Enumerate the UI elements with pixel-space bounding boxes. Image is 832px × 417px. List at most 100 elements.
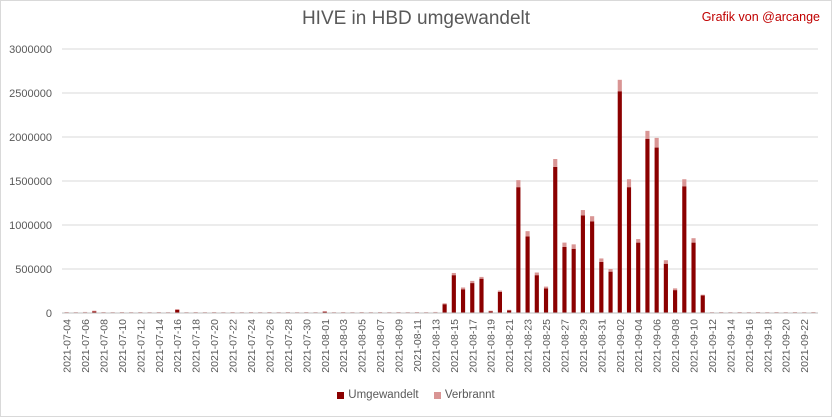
bar-verbrannt (129, 312, 134, 313)
bar-verbrannt (138, 312, 143, 313)
y-tick-label: 2000000 (9, 132, 52, 144)
bar-verbrannt (451, 272, 456, 276)
bar-verbrannt (580, 210, 585, 216)
bar-verbrannt (221, 312, 226, 313)
bar-verbrannt (636, 239, 641, 243)
bar-umgewandelt (525, 236, 530, 313)
bar-verbrannt (433, 311, 438, 313)
bar-verbrannt (599, 258, 604, 262)
bar-verbrannt (553, 159, 558, 167)
bar-verbrannt (184, 312, 189, 313)
bar-verbrannt (424, 312, 429, 313)
x-tick-label: 2021-07-16 (172, 319, 184, 373)
y-tick-label: 1500000 (9, 176, 52, 188)
legend: Umgewandelt Verbrannt (0, 389, 832, 402)
gridlines (62, 48, 818, 270)
bar-umgewandelt (626, 187, 632, 313)
legend-swatch-verbrannt (433, 391, 441, 399)
x-tick-label: 2021-08-05 (357, 319, 369, 373)
bar-verbrannt (368, 312, 373, 313)
x-tick-label: 2021-08-07 (375, 319, 387, 373)
x-tick-label: 2021-09-04 (633, 319, 645, 373)
bar-verbrannt (73, 312, 78, 313)
bar-verbrannt (276, 312, 281, 313)
bar-verbrannt (811, 312, 816, 313)
x-tick-label: 2021-08-03 (338, 319, 350, 373)
x-tick-label: 2021-08-21 (504, 319, 516, 373)
y-tick-label: 1000000 (9, 220, 52, 232)
bar-verbrannt (396, 312, 401, 313)
legend-label-umgewandelt: Umgewandelt (348, 389, 419, 401)
x-tick-label: 2021-09-14 (725, 319, 737, 373)
x-axis-ticks: 2021-07-04 2021-07-06 2021-07-08 2021-07-10… (62, 319, 812, 373)
bar-verbrannt (746, 312, 751, 313)
x-tick-label: 2021-07-22 (228, 319, 240, 373)
bar-umgewandelt (553, 166, 558, 313)
bar-verbrannt (350, 312, 355, 313)
bar-verbrannt (202, 312, 207, 313)
bar-umgewandelt (654, 147, 659, 313)
legend-item-umgewandelt: Umgewandelt (337, 389, 419, 401)
bar-verbrannt (719, 312, 724, 313)
bar-verbrannt (92, 310, 97, 312)
bar-verbrannt (110, 312, 115, 313)
bar-verbrannt (341, 312, 346, 313)
x-tick-label: 2021-08-15 (449, 319, 461, 373)
bar-umgewandelt (645, 138, 650, 313)
bar-verbrannt (543, 286, 549, 289)
bar-umgewandelt (562, 247, 567, 313)
bar-verbrannt (700, 294, 705, 296)
bar-verbrannt (737, 312, 742, 313)
bar-verbrannt (691, 238, 696, 243)
bar-umgewandelt (663, 263, 668, 313)
bar-verbrannt (267, 312, 272, 313)
bar-umgewandelt (673, 290, 678, 313)
x-tick-label: 2021-08-25 (541, 319, 553, 373)
x-tick-label: 2021-08-23 (523, 319, 535, 373)
bar-verbrannt (626, 179, 632, 188)
bar-verbrannt (258, 312, 263, 313)
bar-verbrannt (792, 312, 798, 313)
bar-verbrannt (212, 312, 217, 313)
bar-umgewandelt (617, 91, 622, 314)
bar-verbrannt (359, 312, 364, 313)
bar-verbrannt (405, 312, 410, 313)
y-axis-ticks: 0 500000 1000000 1500000 2000000 2500000 30000… (9, 44, 52, 320)
x-tick-label: 2021-09-02 (615, 319, 627, 373)
bar-umgewandelt (479, 278, 484, 313)
bar-verbrannt (387, 312, 392, 313)
bar-verbrannt (709, 312, 715, 313)
x-tick-label: 2021-08-11 (412, 319, 424, 372)
bar-verbrannt (728, 312, 733, 313)
bar-verbrannt (525, 231, 530, 237)
bar-verbrannt (590, 216, 595, 222)
bar-verbrannt (783, 312, 788, 313)
bar-umgewandelt (451, 275, 456, 313)
bar-umgewandelt (460, 289, 466, 313)
bar-umgewandelt (534, 275, 539, 313)
bar-verbrannt (460, 287, 466, 290)
bar-umgewandelt (590, 221, 595, 313)
bar-verbrannt (497, 290, 503, 292)
x-tick-label: 2021-07-30 (301, 319, 313, 373)
bar-verbrannt (175, 309, 180, 310)
x-tick-label: 2021-09-12 (707, 319, 719, 373)
bar-umgewandelt (497, 291, 503, 313)
bar-verbrannt (239, 312, 244, 313)
bar-verbrannt (248, 312, 254, 313)
bar-verbrannt (304, 312, 309, 313)
x-tick-label: 2021-09-22 (799, 319, 811, 373)
bar-verbrannt (645, 130, 650, 139)
x-tick-label: 2021-07-28 (283, 319, 295, 373)
bar-verbrannt (673, 288, 678, 291)
bar-verbrannt (663, 260, 668, 264)
bar-umgewandelt (175, 309, 180, 313)
bar-verbrannt (82, 311, 88, 313)
bar-verbrannt (571, 244, 576, 249)
x-tick-label: 2021-09-20 (781, 319, 793, 373)
y-tick-label: 3000000 (9, 44, 52, 56)
bar-verbrannt (414, 312, 420, 313)
bar-verbrannt (765, 312, 770, 313)
